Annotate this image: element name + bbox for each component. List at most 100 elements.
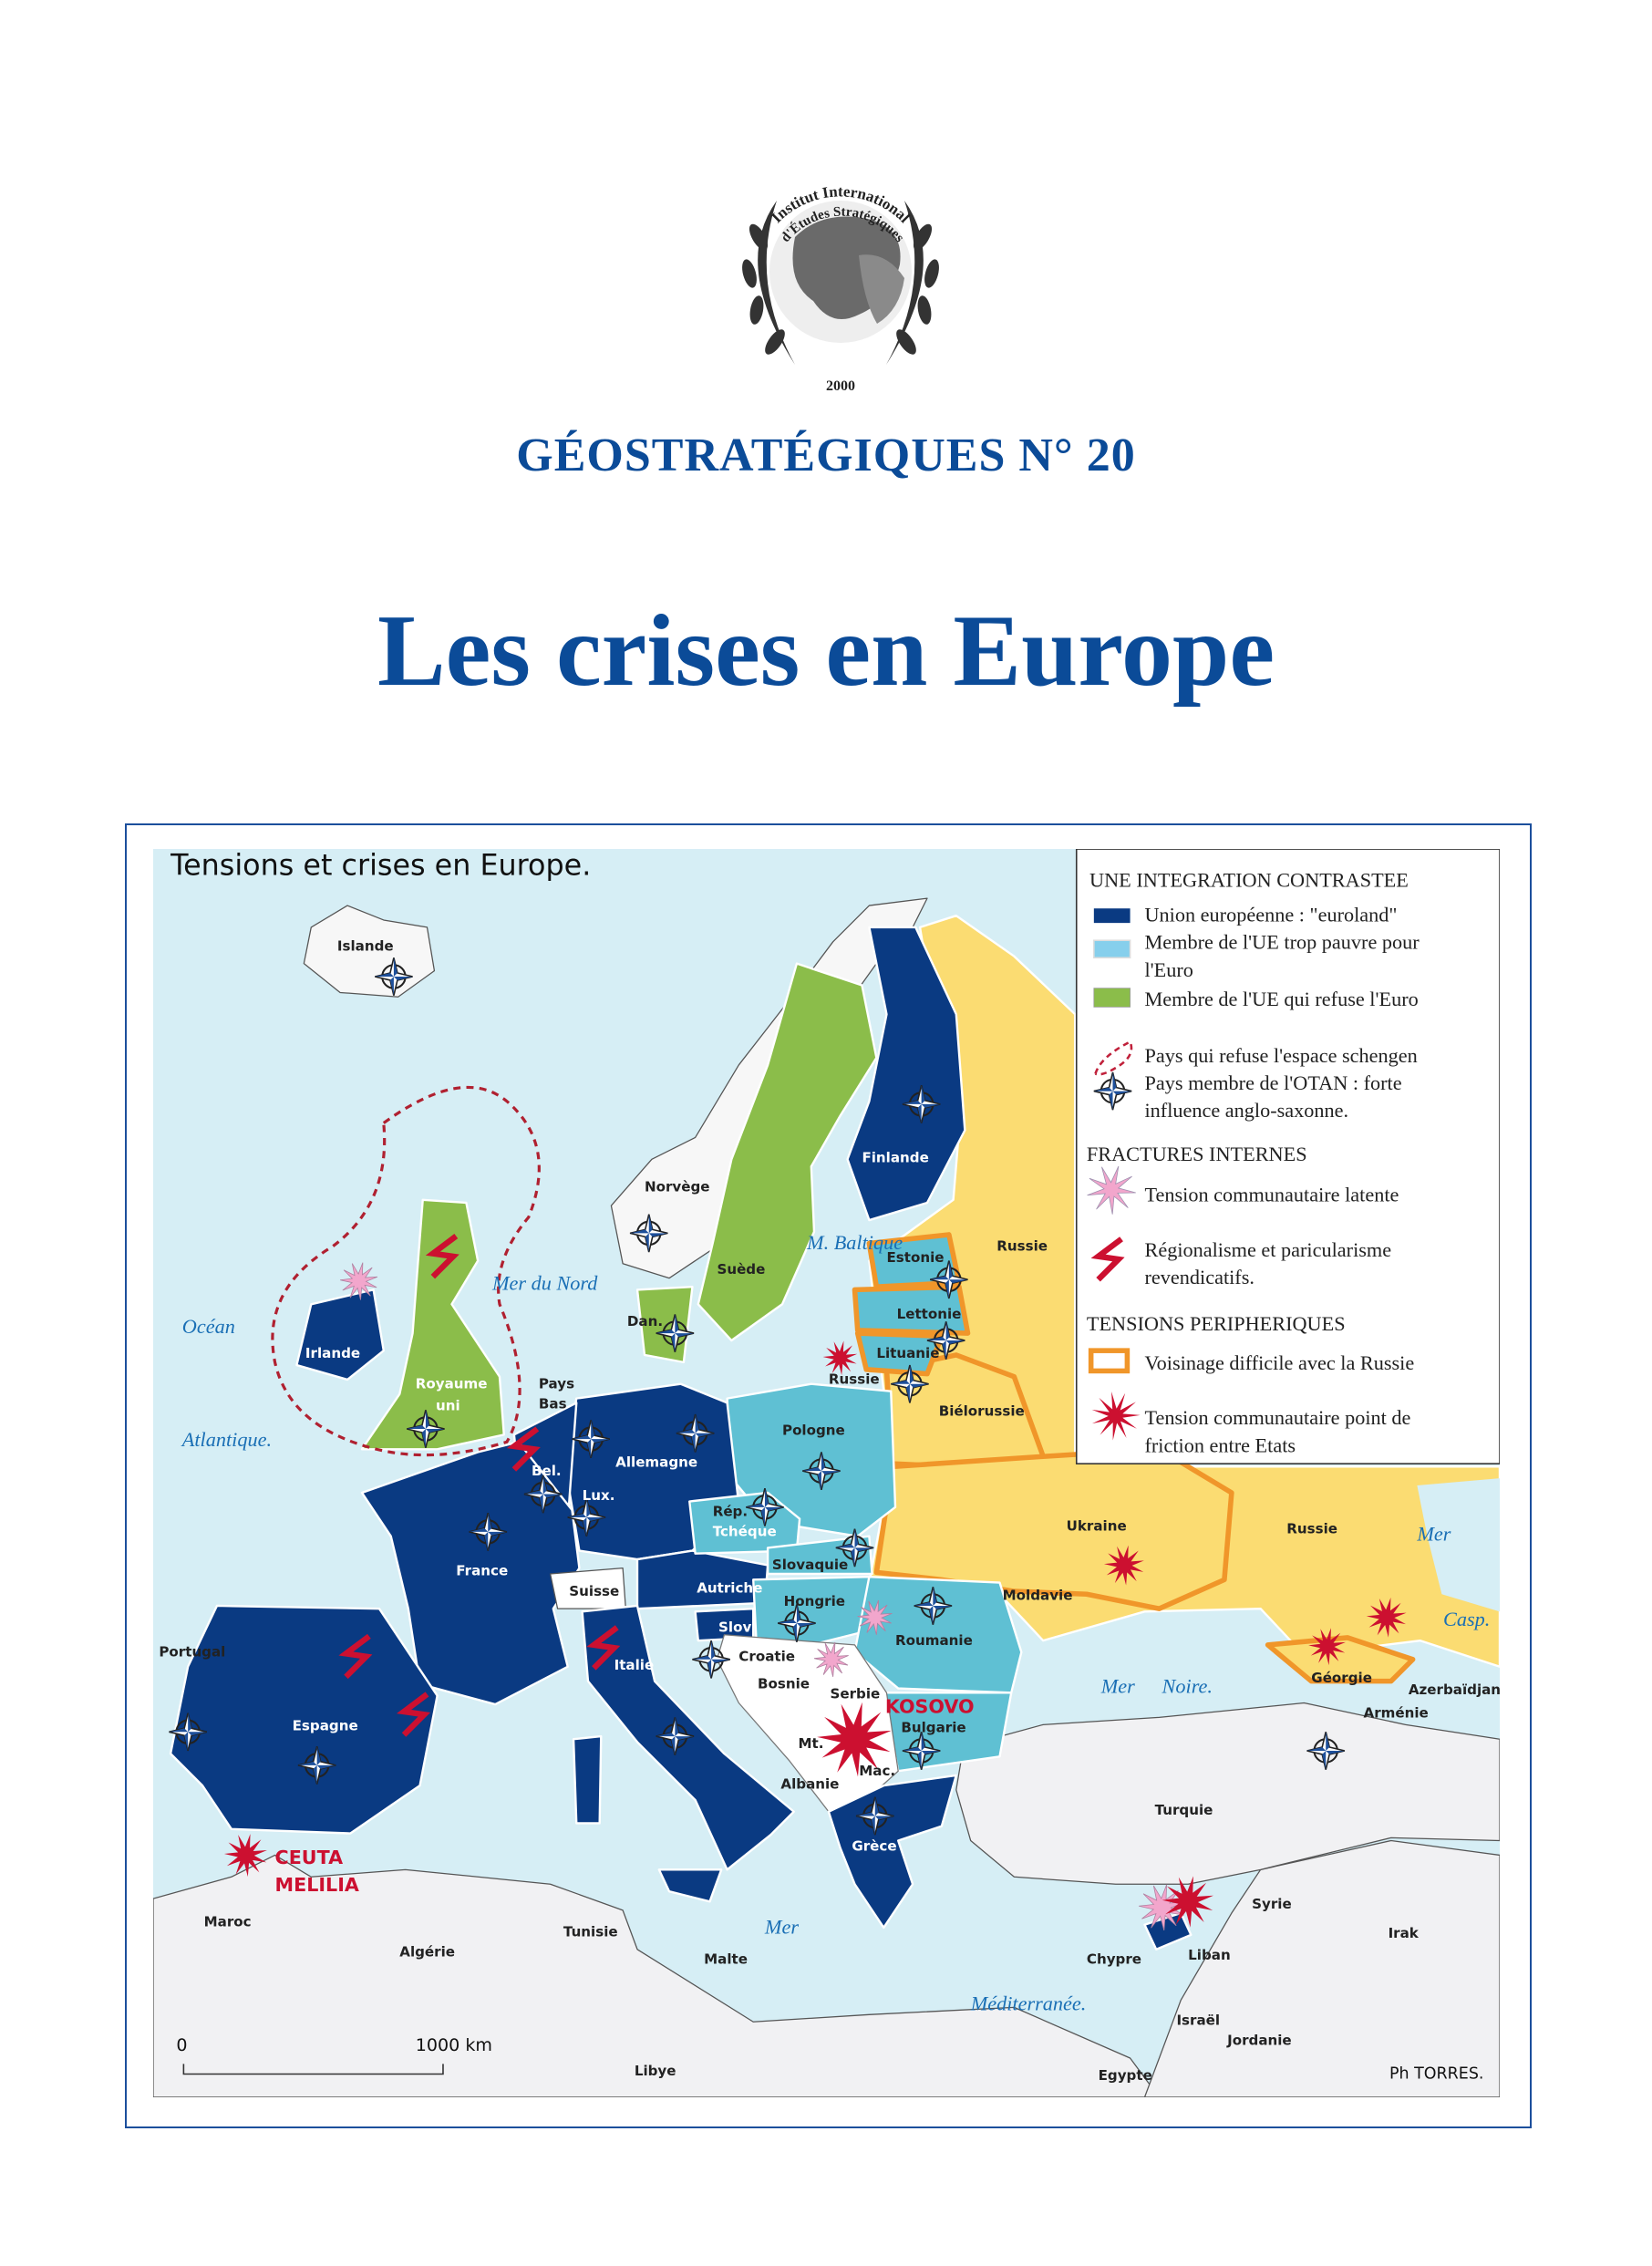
country-label: Irak xyxy=(1389,1925,1420,1941)
country-label: Tunisie xyxy=(563,1923,618,1940)
legend-heading: UNE INTEGRATION CONTRASTEE xyxy=(1089,868,1409,891)
journal-title: GÉOSTRATÉGIQUES N° 20 xyxy=(516,429,1136,481)
red-starburst-icon xyxy=(1103,1545,1144,1586)
legend: UNE INTEGRATION CONTRASTEE Union européen… xyxy=(1075,849,1500,1464)
tension-markers xyxy=(223,1262,1407,1931)
sea-label: Mer du Nord xyxy=(491,1271,598,1294)
country-label: Biélorussie xyxy=(939,1403,1025,1420)
country-label: Turquie xyxy=(1155,1802,1213,1818)
country-label: Liban xyxy=(1188,1947,1231,1963)
country-label: Israël xyxy=(1176,2012,1220,2028)
schengen-refusal-outline xyxy=(271,1085,541,1457)
legend-item-text: Union européenne : "euroland" xyxy=(1144,904,1397,926)
europe-map: Islande Norvège Suède Finlande Russie Estonie… xyxy=(153,849,1500,2097)
country-label: Bas xyxy=(539,1396,567,1412)
red-starburst-icon xyxy=(822,1340,858,1376)
sea-label: Mer xyxy=(764,1915,799,1938)
country-label: Albanie xyxy=(780,1775,839,1792)
sea-label: Océan xyxy=(182,1315,235,1338)
sea-label: M. Baltique xyxy=(806,1231,903,1254)
country-label: Serbie xyxy=(830,1686,880,1702)
sicily xyxy=(657,1868,723,1903)
country-label: Russie xyxy=(1286,1520,1337,1537)
scale-bar xyxy=(182,2064,444,2075)
france xyxy=(360,1441,581,1706)
country-label: Mac. xyxy=(859,1763,895,1779)
country-label: Bulgarie xyxy=(901,1719,965,1735)
red-starburst-icon xyxy=(1091,1391,1141,1441)
country-label: Jordanie xyxy=(1226,2033,1292,2049)
country-label: Slov xyxy=(718,1619,751,1636)
map-frame xyxy=(125,823,1532,2128)
country-label: Arménie xyxy=(1364,1704,1429,1721)
country-label: Malte xyxy=(704,1951,748,1968)
country-label: Suisse xyxy=(569,1583,619,1599)
red-starburst-icon xyxy=(1308,1628,1346,1666)
legend-item-text: friction entre Etats xyxy=(1144,1433,1296,1456)
legend-item-text: Membre de l'UE trop pauvre pour xyxy=(1144,931,1420,954)
country-label: Roumanie xyxy=(895,1632,973,1649)
country-label: Lux. xyxy=(583,1487,615,1504)
pink-starburst-icon xyxy=(813,1641,849,1677)
sardinia xyxy=(572,1734,603,1825)
map-credit: Ph TORRES. xyxy=(1389,2064,1484,2083)
country-label: Islande xyxy=(337,937,394,954)
pink-starburst-icon xyxy=(1087,1165,1136,1215)
turkey xyxy=(955,1702,1500,1885)
sea-label: Noire. xyxy=(1162,1674,1213,1697)
legend-item-text: influence anglo-saxonne. xyxy=(1144,1099,1348,1122)
sea-label: Atlantique. xyxy=(181,1428,272,1451)
legend-heading: TENSIONS PERIPHERIQUES xyxy=(1087,1312,1346,1335)
finland xyxy=(846,926,966,1222)
country-label: Autriche xyxy=(697,1580,762,1597)
institute-logo: Institut International d'Études Stratégi… xyxy=(742,182,939,394)
light-blue-swatch-icon xyxy=(1093,939,1131,959)
country-label: Croatie xyxy=(738,1648,795,1664)
laurel-right xyxy=(886,201,939,365)
country-label: Estonie xyxy=(886,1249,944,1266)
middle-east xyxy=(1143,1839,1500,2097)
sea-label: Mer xyxy=(1100,1674,1135,1697)
estonia xyxy=(866,1232,962,1289)
country-label: Espagne xyxy=(293,1718,358,1734)
country-label: Algérie xyxy=(399,1944,455,1961)
page-title: Les crises en Europe xyxy=(377,595,1275,708)
country-label: Slovaquie xyxy=(772,1557,848,1573)
united-kingdom xyxy=(360,1198,505,1451)
legend-item-text: Voisinage difficile avec la Russie xyxy=(1144,1351,1414,1374)
country-label: Mt. xyxy=(798,1735,823,1752)
legend-item-text: Pays qui refuse l'espace schengen xyxy=(1144,1044,1417,1067)
legend-item-text: l'Euro xyxy=(1144,958,1193,981)
country-label: Rép. xyxy=(713,1503,748,1519)
legend-heading: FRACTURES INTERNES xyxy=(1087,1143,1307,1165)
country-label: Dan. xyxy=(627,1313,663,1330)
lithuania xyxy=(854,1330,945,1377)
country-label: Moldavie xyxy=(1003,1588,1073,1604)
legend-item-text: Tension communautaire point de xyxy=(1144,1406,1410,1429)
country-label: Norvège xyxy=(645,1178,710,1195)
country-label: Grèce xyxy=(852,1838,896,1855)
dark-blue-swatch-icon xyxy=(1093,908,1131,924)
sea-label: Mer xyxy=(1416,1522,1451,1545)
country-label: Allemagne xyxy=(615,1454,697,1470)
country-label: Tchéque xyxy=(713,1524,777,1540)
pink-starburst-icon xyxy=(340,1262,378,1300)
sea-label: Méditerranée. xyxy=(970,1992,1087,2015)
country-label: Azerbaïdjan xyxy=(1409,1681,1500,1698)
latvia xyxy=(852,1284,971,1336)
greece xyxy=(827,1774,957,1930)
country-label: Chypre xyxy=(1087,1951,1141,1968)
country-label: Géorgie xyxy=(1311,1670,1372,1686)
ireland xyxy=(295,1288,385,1381)
sea-label: Casp. xyxy=(1443,1608,1490,1630)
hungary xyxy=(752,1575,871,1647)
country-label: Lettonie xyxy=(897,1306,962,1322)
legend-item-text: Membre de l'UE qui refuse l'Euro xyxy=(1144,988,1418,1010)
scale-start: 0 xyxy=(176,2035,187,2055)
country-label: Lituanie xyxy=(876,1345,939,1361)
country-label: Syrie xyxy=(1252,1896,1292,1912)
country-label: Russie xyxy=(996,1237,1048,1254)
country-label: Ukraine xyxy=(1067,1517,1127,1534)
country-label: Bosnie xyxy=(758,1676,810,1692)
country-label: Russie xyxy=(829,1371,880,1388)
